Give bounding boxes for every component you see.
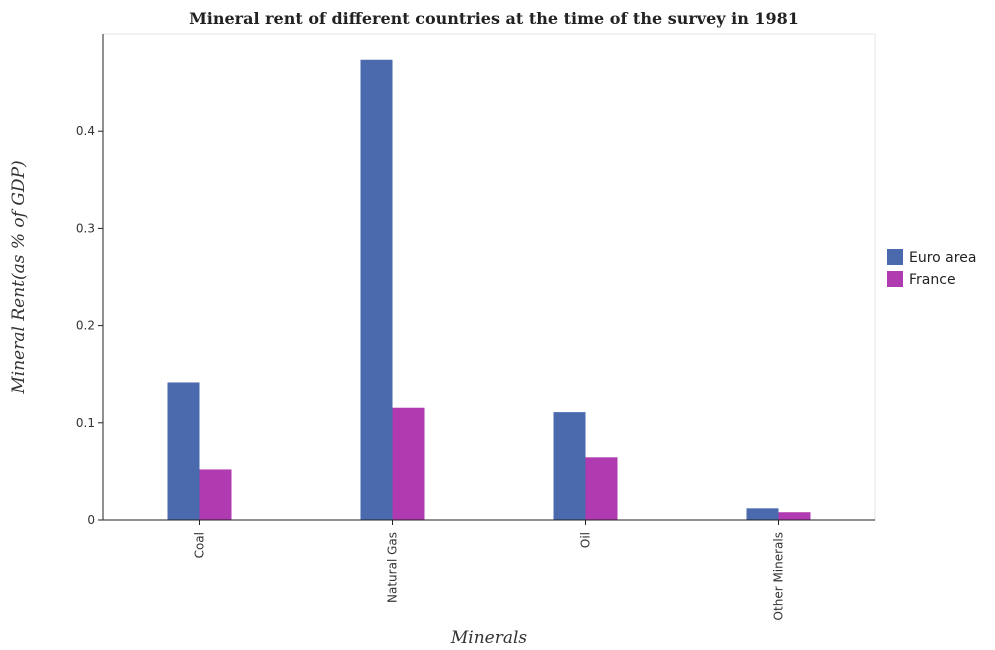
- legend-swatch: [887, 249, 903, 265]
- bar-euro-area: [553, 412, 586, 520]
- legend: Euro area France: [887, 249, 976, 288]
- y-tick-label: 0.1: [76, 416, 95, 430]
- y-axis-label: Mineral Rent(as % of GDP): [9, 160, 29, 394]
- legend-label: Euro area: [909, 250, 976, 266]
- x-tick-label: Natural Gas: [386, 532, 400, 603]
- bar-euro-area: [167, 382, 200, 520]
- chart-title: Mineral rent of different countries at t…: [189, 9, 799, 28]
- legend-label: France: [909, 272, 956, 288]
- bar-euro-area: [746, 508, 779, 520]
- x-axis-label: Minerals: [450, 628, 528, 648]
- bar-france: [199, 469, 232, 520]
- y-tick-label: 0.4: [76, 124, 95, 138]
- x-tick-label: Oil: [579, 532, 593, 548]
- x-axis: Coal Natural Gas Oil Other Minerals: [193, 520, 786, 620]
- y-tick-label: 0.3: [76, 221, 95, 235]
- bar-france: [585, 457, 618, 520]
- legend-swatch: [887, 271, 903, 287]
- plot-area: [102, 33, 876, 521]
- bars: [167, 59, 811, 521]
- x-tick-label: Coal: [193, 532, 207, 558]
- x-tick-label: Other Minerals: [772, 532, 786, 620]
- y-tick-label: 0: [87, 513, 95, 527]
- bar-euro-area: [360, 59, 393, 521]
- bar-france: [392, 407, 425, 520]
- y-tick-label: 0.2: [76, 319, 95, 333]
- bar-france: [778, 512, 811, 520]
- y-axis: 0 0.1 0.2 0.3 0.4: [76, 124, 103, 527]
